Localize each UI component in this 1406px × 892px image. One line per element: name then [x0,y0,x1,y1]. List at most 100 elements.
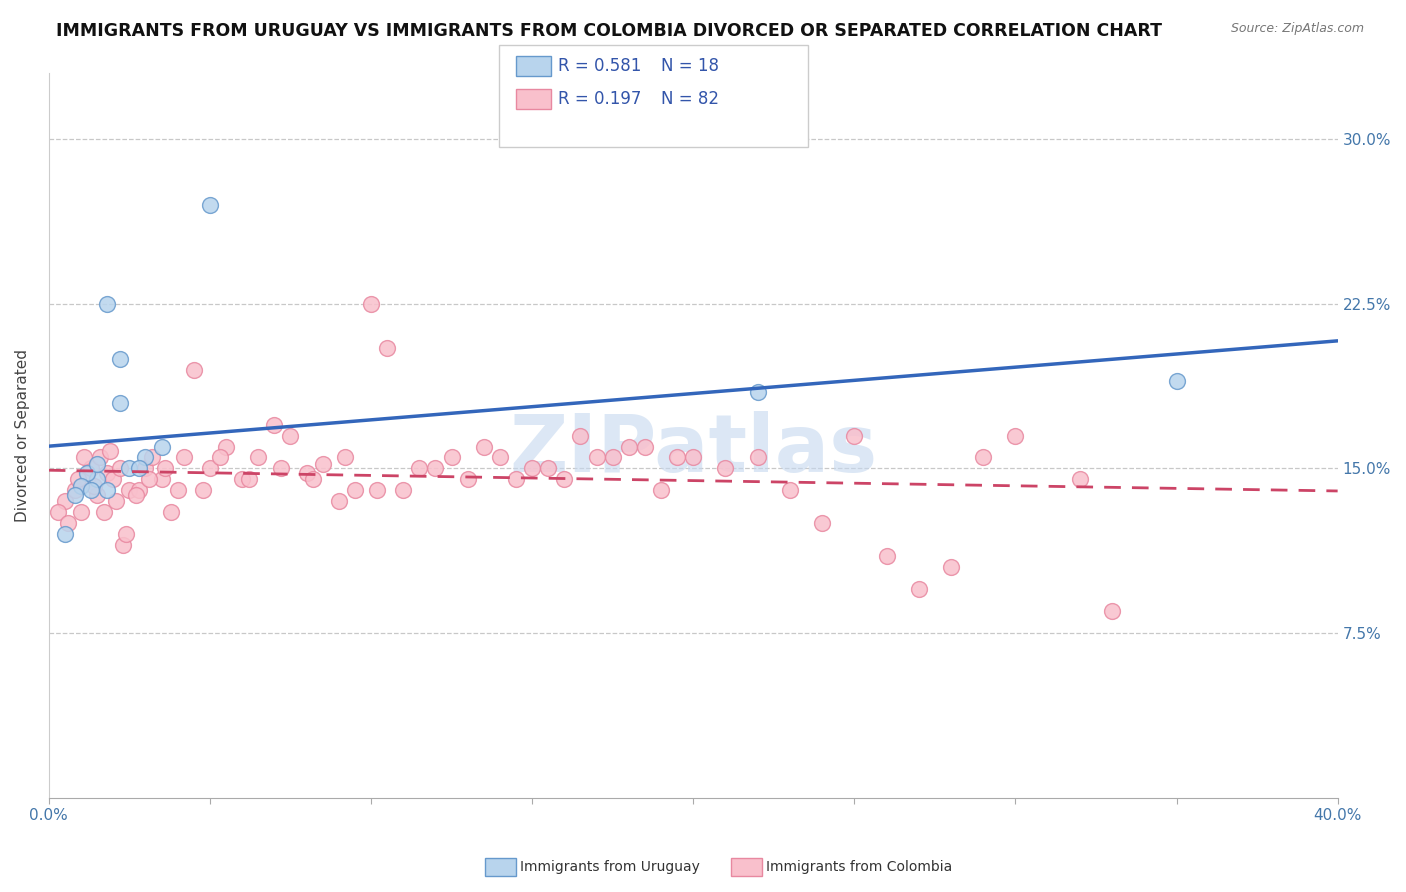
Point [263,417,285,432]
Point [375,341,398,355]
Text: Source: ZipAtlas.com: Source: ZipAtlas.com [1230,22,1364,36]
Point [134,461,156,475]
Point [537,461,560,475]
Point [972,450,994,465]
Point [876,549,898,564]
Point [96,483,118,498]
Point [70,505,93,519]
Point [86,473,108,487]
Point [86,457,108,471]
Point [311,457,333,471]
Point [134,450,156,465]
Point [198,198,221,212]
Point [79,461,101,475]
Point [844,428,866,442]
Point [193,483,215,498]
Point [98,443,121,458]
Point [489,450,512,465]
Point [343,483,366,498]
Point [553,473,575,487]
Point [141,450,163,465]
Point [160,505,183,519]
Text: R = 0.197: R = 0.197 [558,90,641,108]
Point [1069,473,1091,487]
Point [302,473,325,487]
Point [939,560,962,574]
Point [73,450,96,465]
Point [328,494,350,508]
Text: Immigrants from Colombia: Immigrants from Colombia [766,860,952,874]
Point [150,473,173,487]
Point [520,461,543,475]
Point [79,483,101,498]
Point [53,527,76,541]
Text: IMMIGRANTS FROM URUGUAY VS IMMIGRANTS FROM COLOMBIA DIVORCED OR SEPARATED CORREL: IMMIGRANTS FROM URUGUAY VS IMMIGRANTS FR… [56,22,1163,40]
Point [70,479,93,493]
Point [115,527,138,541]
Point [585,450,607,465]
Text: Immigrants from Uruguay: Immigrants from Uruguay [520,860,700,874]
Point [440,450,463,465]
Point [215,440,238,454]
Point [247,450,270,465]
Point [96,296,118,310]
Point [128,483,150,498]
Point [457,473,479,487]
Point [89,450,111,465]
Point [617,440,640,454]
Point [569,428,592,442]
Y-axis label: Divorced or Separated: Divorced or Separated [15,349,30,522]
Point [48,505,70,519]
Point [108,351,131,366]
Point [198,461,221,475]
Text: R = 0.581: R = 0.581 [558,57,641,75]
Point [1166,374,1188,388]
Point [682,450,704,465]
Point [173,450,195,465]
Point [238,473,260,487]
Point [63,488,86,502]
Point [1101,604,1123,618]
Point [53,494,76,508]
Point [56,516,79,531]
Point [150,440,173,454]
Point [108,395,131,409]
Point [650,483,672,498]
Point [66,473,89,487]
Point [634,440,657,454]
Point [76,466,98,480]
Point [153,461,176,475]
Point [408,461,430,475]
Point [128,461,150,475]
Point [505,473,527,487]
Point [335,450,357,465]
Point [93,505,115,519]
Point [118,461,141,475]
Point [208,450,231,465]
Point [811,516,834,531]
Point [96,466,118,480]
Point [86,488,108,502]
Point [779,483,801,498]
Point [907,582,929,597]
Point [108,461,131,475]
Point [166,483,188,498]
Point [103,473,125,487]
Point [472,440,495,454]
Point [111,538,134,552]
Point [105,494,128,508]
Point [360,296,382,310]
Point [125,488,148,502]
Point [183,362,205,376]
Point [602,450,624,465]
Point [714,461,737,475]
Point [1004,428,1026,442]
Point [425,461,447,475]
Point [83,479,105,493]
Point [118,483,141,498]
Point [63,483,86,498]
Point [280,428,302,442]
Text: ZIPatlas: ZIPatlas [509,411,877,489]
Point [138,473,160,487]
Text: N = 82: N = 82 [661,90,718,108]
